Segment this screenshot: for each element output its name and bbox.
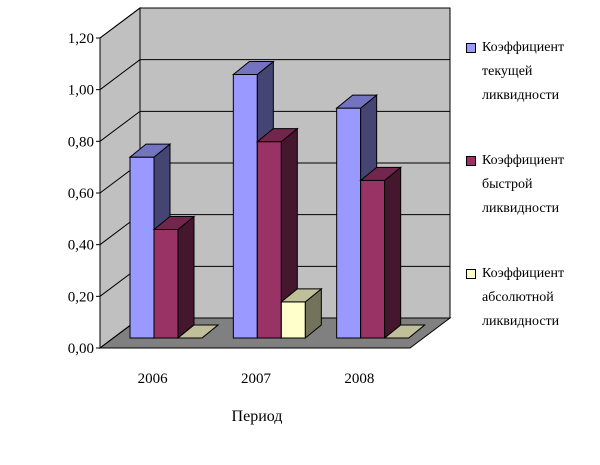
bar-2007-series-2 (255, 127, 299, 340)
bar-top (231, 61, 275, 75)
x-axis: 2006 2007 2008 (138, 371, 375, 387)
x-tick-label: 2007 (241, 371, 272, 387)
bar-top (152, 216, 196, 230)
bar-front (360, 179, 386, 339)
x-tick-label: 2006 (138, 371, 169, 387)
bar-2008-series-2 (359, 166, 403, 340)
bar-front (280, 301, 306, 339)
legend-label-current: Коэффициент текущей ликвидности (482, 40, 565, 103)
bar-front (129, 156, 155, 339)
bar-2007-series-3 (279, 287, 323, 340)
legend-swatch-quick (466, 156, 476, 166)
bar-2008-series-3 (383, 324, 427, 339)
bar-side (384, 166, 402, 340)
y-axis: 0,00 0,20 0,40 0,60 0,80 1,00 1,20 (68, 31, 101, 357)
legend-label-absolute: Коэффициент абсолютной ликвидности (482, 266, 565, 329)
bar-front (256, 141, 282, 339)
bar-front (153, 229, 179, 339)
y-tick-label: 0,00 (68, 341, 94, 357)
legend-item-absolute: Коэффициент абсолютной ликвидности (466, 262, 598, 334)
bar-top (359, 166, 403, 181)
legend-label-quick: Коэффициент быстрой ликвидности (482, 153, 565, 216)
bar-2006-series-3 (176, 324, 220, 339)
bar-top (128, 143, 172, 158)
bar-front (336, 107, 362, 339)
legend-item-quick: Коэффициент быстрой ликвидности (466, 149, 598, 221)
gridline (99, 7, 450, 39)
y-tick-label: 0,80 (68, 134, 94, 150)
y-tick-label: 1,20 (68, 31, 94, 47)
bar-top (279, 288, 323, 303)
bar-top (255, 128, 299, 143)
bar-top (383, 324, 427, 339)
bar-top (335, 94, 379, 109)
bar-top (176, 324, 220, 339)
x-tick-label: 2008 (344, 371, 374, 387)
gridline (99, 59, 450, 91)
y-tick-label: 0,60 (68, 186, 94, 202)
bar-side (177, 215, 195, 340)
legend: Коэффициент текущей ликвидности Коэффици… (466, 36, 598, 375)
y-tick-label: 0,40 (68, 238, 94, 254)
legend-swatch-current (466, 43, 476, 53)
bars (128, 60, 427, 340)
legend-swatch-absolute (466, 269, 476, 279)
bar-front (232, 74, 258, 339)
y-tick-label: 0,20 (68, 289, 94, 305)
legend-item-current: Коэффициент текущей ликвидности (466, 36, 598, 108)
y-tick-label: 1,00 (68, 83, 94, 99)
bar-2006-series-2 (152, 215, 196, 340)
x-axis-title: Период (232, 408, 283, 425)
